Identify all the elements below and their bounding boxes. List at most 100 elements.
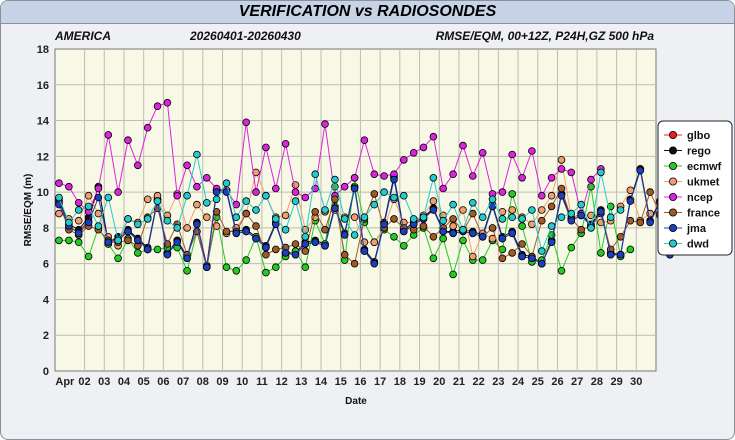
data-point-ncep	[153, 102, 162, 110]
x-tick-label: 04	[118, 376, 131, 388]
data-point-france	[508, 249, 517, 257]
data-point-france	[222, 227, 231, 236]
y-tick-label: 16	[37, 80, 49, 92]
data-point-dwd	[212, 195, 221, 204]
data-point-ncep	[370, 170, 379, 179]
data-point-dwd	[104, 193, 113, 202]
data-point-ncep	[321, 120, 329, 128]
data-point-jma	[636, 166, 645, 175]
data-point-jma	[390, 175, 398, 184]
x-tick-label: 14	[315, 376, 328, 388]
data-point-jma	[606, 250, 615, 259]
data-point-dwd	[616, 206, 625, 214]
legend-marker	[669, 239, 678, 248]
data-point-ukmet	[370, 238, 379, 247]
data-point-dwd	[65, 218, 73, 227]
data-point-dwd	[340, 215, 349, 223]
data-point-ukmet	[350, 213, 359, 222]
legend-marker	[669, 208, 678, 217]
data-point-ecmwf	[439, 234, 448, 243]
data-point-ncep	[567, 168, 576, 177]
data-point-jma	[94, 193, 103, 202]
x-tick-label: 16	[354, 376, 366, 388]
legend-item-jma: jma	[664, 223, 707, 235]
data-point-ncep	[262, 143, 270, 152]
period-label: 20260401-20260430	[189, 29, 301, 43]
chart-title: VERIFICATION vs RADIOSONDES	[238, 3, 497, 20]
data-point-ukmet	[537, 206, 546, 214]
data-point-dwd	[242, 197, 251, 205]
data-point-dwd	[577, 200, 585, 209]
data-point-ncep	[547, 174, 556, 182]
data-point-ecmwf	[567, 243, 576, 252]
data-point-ncep	[193, 182, 201, 191]
legend-item-france: france	[664, 208, 720, 220]
data-point-ncep	[459, 141, 467, 150]
data-point-jma	[242, 227, 251, 236]
data-point-dwd	[439, 216, 448, 225]
data-point-france	[537, 216, 546, 225]
data-point-jma	[557, 191, 566, 200]
parameters-label: RMSE/EQM, 00+12Z, P24H,GZ 500 hPa	[436, 29, 655, 43]
data-point-ncep	[74, 199, 83, 207]
data-point-dwd	[173, 224, 182, 232]
data-point-jma	[203, 263, 211, 272]
data-point-ncep	[449, 170, 457, 179]
x-tick-label: 22	[473, 376, 485, 388]
x-tick-label: 25	[532, 376, 544, 388]
data-point-ncep	[143, 123, 152, 132]
data-point-france	[390, 215, 398, 223]
region-label: AMERICA	[54, 29, 111, 43]
x-tick-label: 13	[295, 376, 307, 388]
data-point-dwd	[380, 188, 388, 196]
data-point-dwd	[468, 199, 477, 207]
legend-item-dwd: dwd	[664, 239, 709, 251]
legend-marker	[669, 146, 678, 155]
data-point-dwd	[124, 215, 132, 223]
data-point-dwd	[262, 191, 270, 200]
y-tick-label: 18	[37, 44, 49, 56]
data-point-ecmwf	[114, 254, 122, 263]
data-point-jma	[301, 240, 310, 248]
data-point-france	[547, 202, 556, 211]
data-point-ecmwf	[84, 252, 93, 261]
data-point-jma	[468, 229, 477, 238]
data-point-dwd	[498, 215, 507, 223]
x-tick-label: 02	[78, 376, 90, 388]
data-point-ukmet	[459, 206, 467, 214]
data-point-dwd	[459, 225, 467, 234]
data-point-ecmwf	[449, 270, 457, 279]
series-dwd	[55, 150, 625, 255]
y-tick-label: 10	[37, 187, 49, 199]
data-point-jma	[597, 208, 605, 216]
data-point-france	[331, 195, 339, 204]
data-point-ncep	[252, 188, 260, 196]
legend-marker	[669, 223, 678, 232]
data-point-dwd	[94, 222, 103, 230]
legend-label: dwd	[687, 239, 709, 251]
y-tick-label: 12	[37, 151, 49, 163]
data-point-ncep	[429, 132, 438, 141]
data-point-ncep	[360, 136, 369, 145]
data-point-ecmwf	[429, 254, 438, 263]
data-point-jma	[124, 227, 132, 236]
data-point-ecmwf	[518, 222, 526, 230]
data-point-dwd	[183, 191, 191, 200]
data-point-france	[252, 222, 260, 230]
y-axis-label: RMSE/EQM (m)	[23, 174, 34, 247]
data-point-dwd	[488, 195, 497, 204]
data-point-ukmet	[252, 168, 260, 177]
x-tick-label: 09	[216, 376, 228, 388]
data-point-dwd	[55, 193, 63, 202]
data-point-jma	[478, 233, 487, 241]
data-point-dwd	[528, 206, 536, 214]
data-point-jma	[134, 236, 142, 245]
series-line-jma	[58, 170, 681, 268]
x-tick-label: 11	[256, 376, 268, 388]
data-point-jma	[183, 254, 191, 263]
data-point-ecmwf	[65, 236, 73, 245]
data-point-france	[429, 233, 438, 241]
x-tick-label: 15	[335, 376, 347, 388]
data-point-jma	[528, 254, 536, 263]
data-point-dwd	[478, 213, 487, 222]
